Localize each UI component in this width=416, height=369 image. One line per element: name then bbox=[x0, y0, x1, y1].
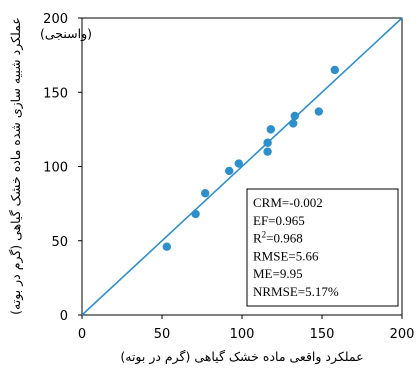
data-point bbox=[314, 107, 323, 116]
x-tick-label: 100 bbox=[230, 327, 255, 342]
stat-line: EF=0.965 bbox=[253, 213, 305, 228]
data-point bbox=[263, 147, 272, 156]
stat-line: CRM=-0.002 bbox=[253, 195, 323, 210]
y-tick-label: 100 bbox=[43, 161, 68, 176]
x-tick-label: 50 bbox=[154, 327, 171, 342]
data-point bbox=[225, 166, 234, 176]
stat-line: RMSE=5.66 bbox=[253, 248, 319, 263]
stat-line: ME=9.95 bbox=[253, 266, 303, 281]
panel-label: (واسنجی) bbox=[40, 26, 92, 42]
y-axis-ticks: 0 50 100 150 200 bbox=[43, 12, 82, 324]
data-point bbox=[191, 209, 200, 219]
stats-box bbox=[246, 188, 399, 307]
data-point bbox=[263, 138, 272, 147]
data-point bbox=[289, 119, 298, 128]
x-tick-label: 150 bbox=[310, 327, 335, 342]
data-point bbox=[234, 159, 243, 168]
y-tick-label: 50 bbox=[51, 235, 68, 250]
stat-line: NRMSE=5.17% bbox=[253, 284, 339, 299]
data-points bbox=[162, 65, 339, 251]
one-to-one-line bbox=[81, 17, 403, 316]
x-axis-label: عملکرد واقعی ماده خشک گیاهی (گرم در بوته… bbox=[120, 349, 363, 365]
data-point bbox=[201, 189, 210, 198]
x-axis-ticks: 0 50 100 150 200 bbox=[78, 315, 415, 342]
y-axis-label: عملکرد شبیه سازی شده ماده خشک گیاهی (گرم… bbox=[8, 17, 24, 315]
data-point bbox=[162, 242, 171, 251]
data-point bbox=[290, 111, 299, 121]
x-tick-label: 0 bbox=[78, 327, 86, 342]
stats-list: CRM=-0.002 EF=0.965 R2=0.968 RMSE=5.66 ME=9.… bbox=[253, 195, 339, 299]
x-tick-label: 200 bbox=[390, 327, 415, 342]
data-point bbox=[330, 65, 339, 75]
y-tick-label: 150 bbox=[43, 86, 68, 101]
stat-line: R2=0.968 bbox=[253, 230, 303, 246]
y-tick-label: 0 bbox=[60, 309, 68, 324]
y-tick-label: 200 bbox=[43, 12, 68, 27]
data-point bbox=[266, 125, 275, 134]
